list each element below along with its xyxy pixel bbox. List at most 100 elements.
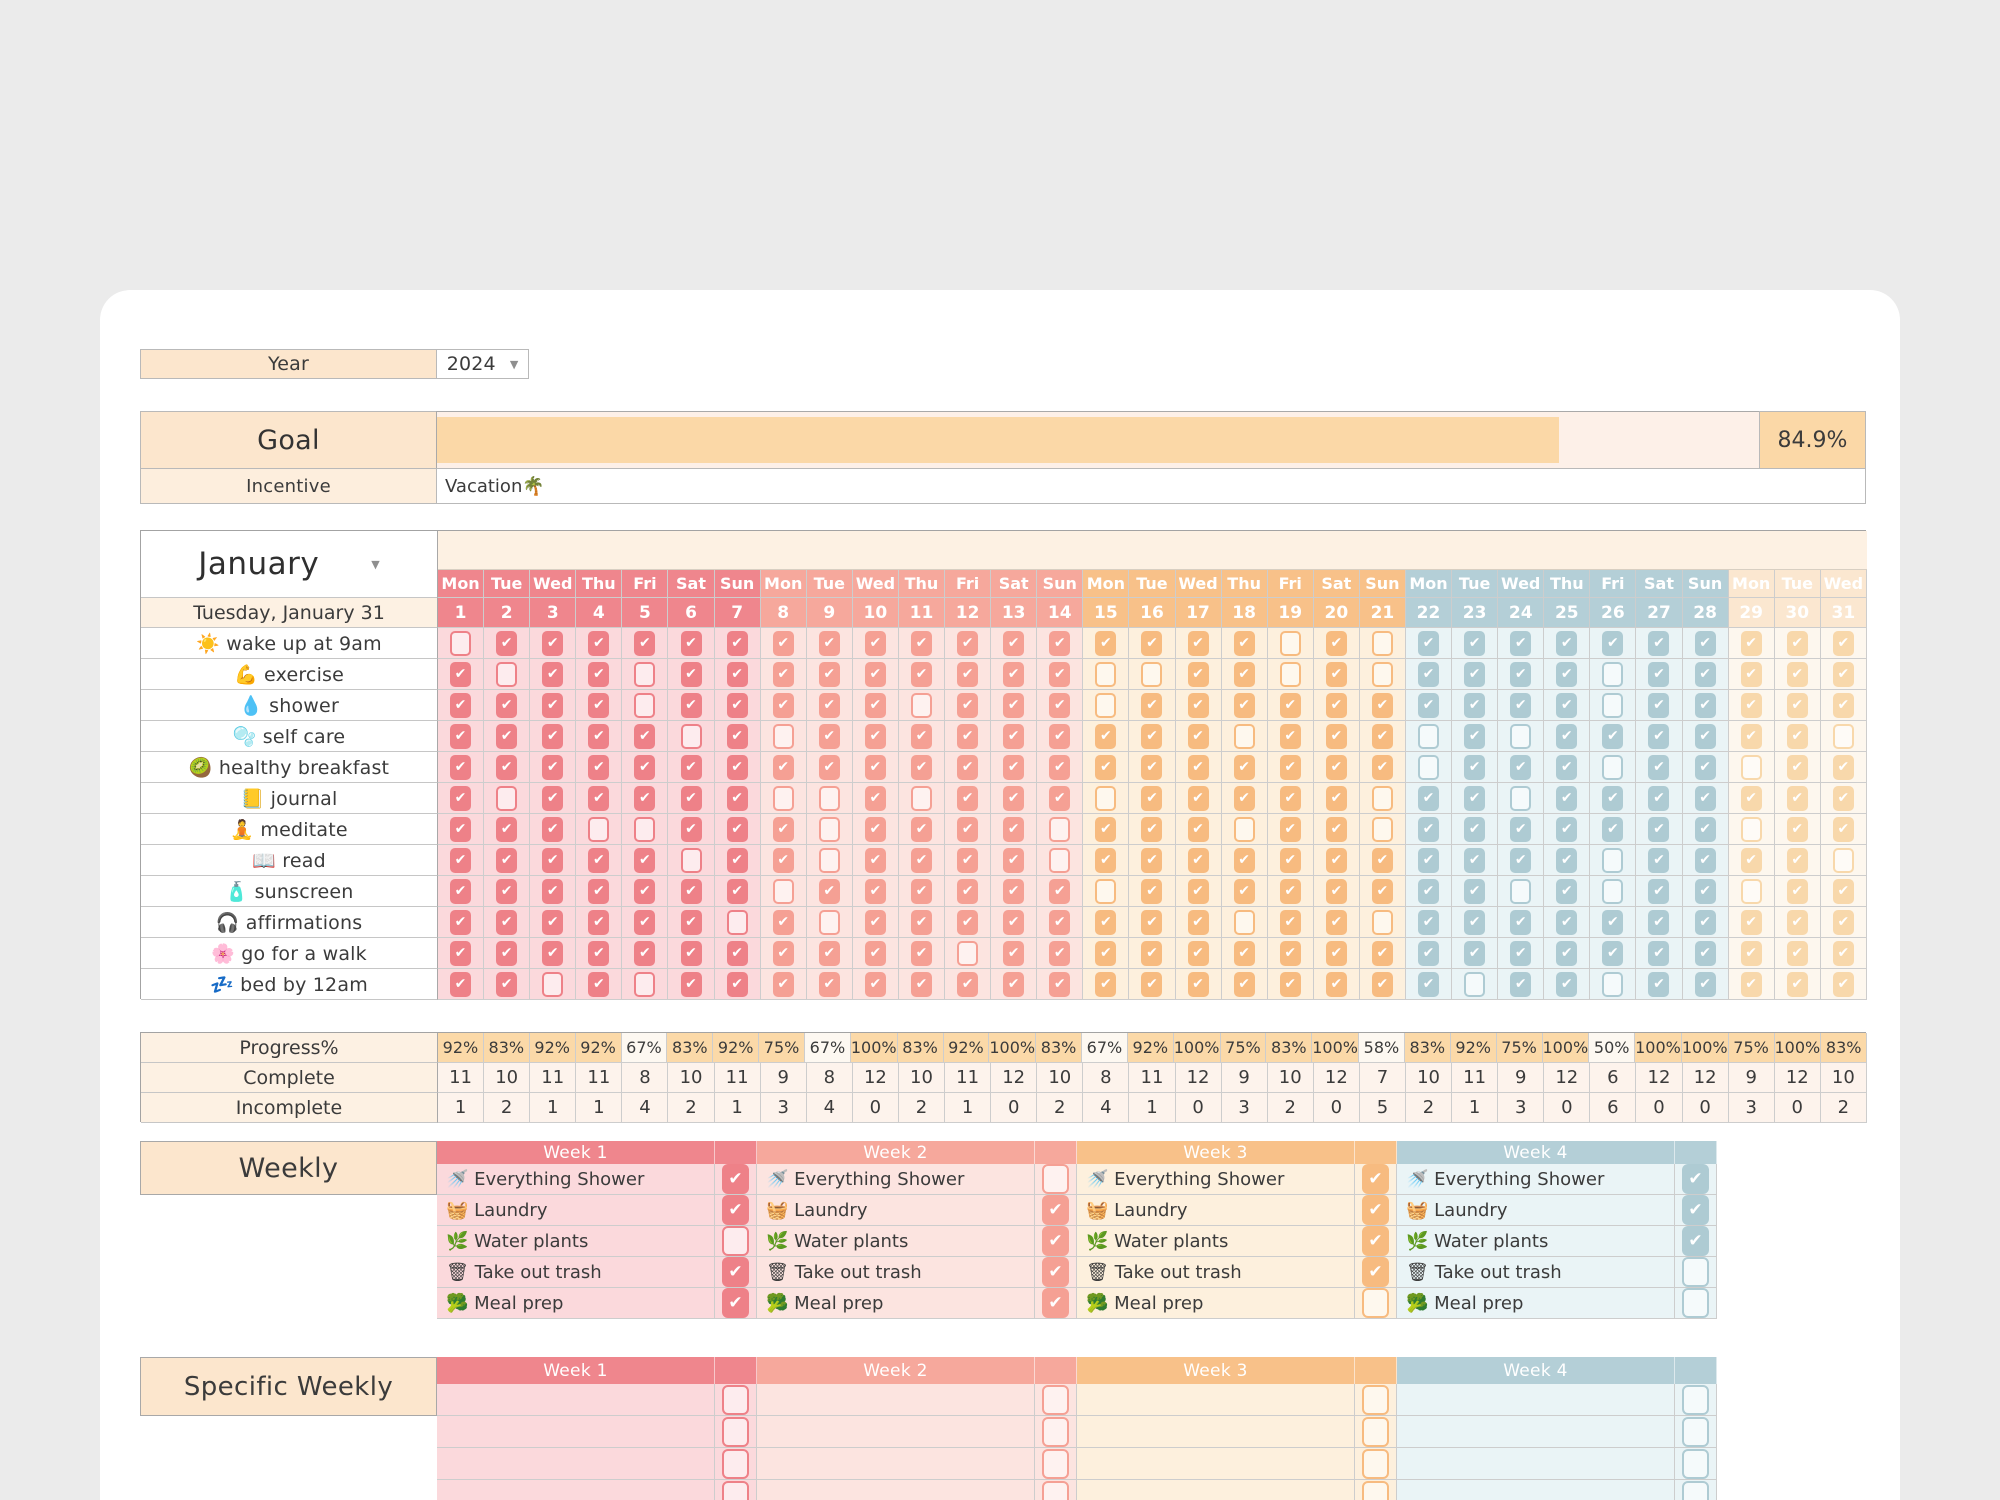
weekly-checkbox[interactable]: [1682, 1164, 1709, 1194]
habit-checkbox[interactable]: [957, 692, 979, 718]
habit-checkbox[interactable]: [818, 754, 840, 780]
habit-checkbox[interactable]: [1003, 909, 1025, 935]
habit-checkbox[interactable]: [542, 630, 564, 656]
specific-weekly-checkbox[interactable]: [722, 1416, 749, 1447]
habit-checkbox[interactable]: [772, 661, 794, 687]
habit-checkbox[interactable]: [910, 909, 932, 935]
habit-checkbox[interactable]: [1464, 630, 1486, 656]
habit-checkbox[interactable]: [910, 940, 932, 966]
habit-checkbox[interactable]: [1556, 630, 1578, 656]
habit-checkbox[interactable]: [1648, 816, 1670, 842]
habit-checkbox[interactable]: [1279, 909, 1301, 935]
specific-weekly-task-input[interactable]: [437, 1416, 715, 1448]
habit-checkbox[interactable]: [910, 723, 932, 749]
habit-checkbox[interactable]: [910, 661, 932, 687]
habit-checkbox[interactable]: [1141, 723, 1163, 749]
habit-checkbox[interactable]: [864, 847, 886, 873]
habit-checkbox[interactable]: [1694, 816, 1716, 842]
habit-checkbox[interactable]: [1786, 630, 1808, 656]
weekly-checkbox[interactable]: [722, 1257, 749, 1287]
habit-checkbox[interactable]: [1464, 816, 1486, 842]
habit-checkbox[interactable]: [1648, 785, 1670, 811]
habit-checkbox[interactable]: [772, 723, 794, 749]
specific-weekly-task-input[interactable]: [757, 1448, 1035, 1480]
habit-checkbox[interactable]: [1141, 816, 1163, 842]
specific-weekly-task-input[interactable]: [1397, 1384, 1675, 1416]
habit-checkbox[interactable]: [542, 754, 564, 780]
habit-checkbox[interactable]: [1694, 692, 1716, 718]
habit-checkbox[interactable]: [1095, 878, 1117, 904]
habit-checkbox[interactable]: [588, 909, 610, 935]
habit-checkbox[interactable]: [450, 723, 472, 749]
habit-checkbox[interactable]: [1832, 630, 1854, 656]
habit-checkbox[interactable]: [1141, 971, 1163, 997]
habit-checkbox[interactable]: [726, 940, 748, 966]
habit-checkbox[interactable]: [1418, 878, 1440, 904]
habit-checkbox[interactable]: [1233, 971, 1255, 997]
habit-checkbox[interactable]: [588, 630, 610, 656]
habit-checkbox[interactable]: [1786, 878, 1808, 904]
habit-checkbox[interactable]: [818, 630, 840, 656]
habit-checkbox[interactable]: [1095, 940, 1117, 966]
habit-checkbox[interactable]: [1233, 785, 1255, 811]
habit-checkbox[interactable]: [1095, 847, 1117, 873]
habit-checkbox[interactable]: [1095, 785, 1117, 811]
habit-checkbox[interactable]: [1556, 692, 1578, 718]
habit-checkbox[interactable]: [1279, 661, 1301, 687]
habit-checkbox[interactable]: [1003, 847, 1025, 873]
habit-checkbox[interactable]: [1832, 816, 1854, 842]
habit-checkbox[interactable]: [1003, 754, 1025, 780]
habit-checkbox[interactable]: [1141, 630, 1163, 656]
habit-checkbox[interactable]: [680, 971, 702, 997]
habit-checkbox[interactable]: [1049, 692, 1071, 718]
habit-checkbox[interactable]: [588, 754, 610, 780]
habit-checkbox[interactable]: [588, 692, 610, 718]
habit-checkbox[interactable]: [496, 630, 518, 656]
habit-checkbox[interactable]: [496, 661, 518, 687]
habit-checkbox[interactable]: [864, 723, 886, 749]
habit-checkbox[interactable]: [772, 847, 794, 873]
specific-weekly-task-input[interactable]: [437, 1384, 715, 1416]
habit-checkbox[interactable]: [496, 723, 518, 749]
habit-checkbox[interactable]: [1510, 909, 1532, 935]
habit-checkbox[interactable]: [726, 630, 748, 656]
habit-checkbox[interactable]: [1694, 847, 1716, 873]
habit-checkbox[interactable]: [1832, 661, 1854, 687]
habit-checkbox[interactable]: [1233, 909, 1255, 935]
habit-checkbox[interactable]: [1003, 692, 1025, 718]
weekly-checkbox[interactable]: [1362, 1195, 1389, 1225]
habit-checkbox[interactable]: [1095, 971, 1117, 997]
habit-checkbox[interactable]: [910, 754, 932, 780]
habit-checkbox[interactable]: [1095, 909, 1117, 935]
habit-checkbox[interactable]: [1003, 816, 1025, 842]
habit-checkbox[interactable]: [1187, 971, 1209, 997]
habit-checkbox[interactable]: [864, 661, 886, 687]
habit-checkbox[interactable]: [818, 909, 840, 935]
habit-checkbox[interactable]: [1694, 785, 1716, 811]
habit-checkbox[interactable]: [1325, 847, 1347, 873]
habit-checkbox[interactable]: [634, 723, 656, 749]
habit-checkbox[interactable]: [1464, 723, 1486, 749]
habit-checkbox[interactable]: [1141, 940, 1163, 966]
weekly-checkbox[interactable]: [1682, 1226, 1709, 1256]
habit-checkbox[interactable]: [772, 754, 794, 780]
habit-checkbox[interactable]: [1556, 723, 1578, 749]
habit-checkbox[interactable]: [1464, 878, 1486, 904]
habit-checkbox[interactable]: [1279, 692, 1301, 718]
habit-checkbox[interactable]: [1648, 754, 1670, 780]
habit-checkbox[interactable]: [1602, 878, 1624, 904]
habit-checkbox[interactable]: [1095, 816, 1117, 842]
habit-checkbox[interactable]: [1464, 971, 1486, 997]
specific-weekly-checkbox[interactable]: [1042, 1480, 1069, 1500]
weekly-checkbox[interactable]: [722, 1195, 749, 1225]
habit-checkbox[interactable]: [450, 971, 472, 997]
habit-checkbox[interactable]: [864, 971, 886, 997]
habit-checkbox[interactable]: [450, 754, 472, 780]
habit-checkbox[interactable]: [818, 661, 840, 687]
habit-checkbox[interactable]: [1602, 940, 1624, 966]
habit-checkbox[interactable]: [496, 971, 518, 997]
habit-checkbox[interactable]: [496, 816, 518, 842]
habit-checkbox[interactable]: [772, 878, 794, 904]
weekly-checkbox[interactable]: [1362, 1257, 1389, 1287]
habit-checkbox[interactable]: [1648, 971, 1670, 997]
